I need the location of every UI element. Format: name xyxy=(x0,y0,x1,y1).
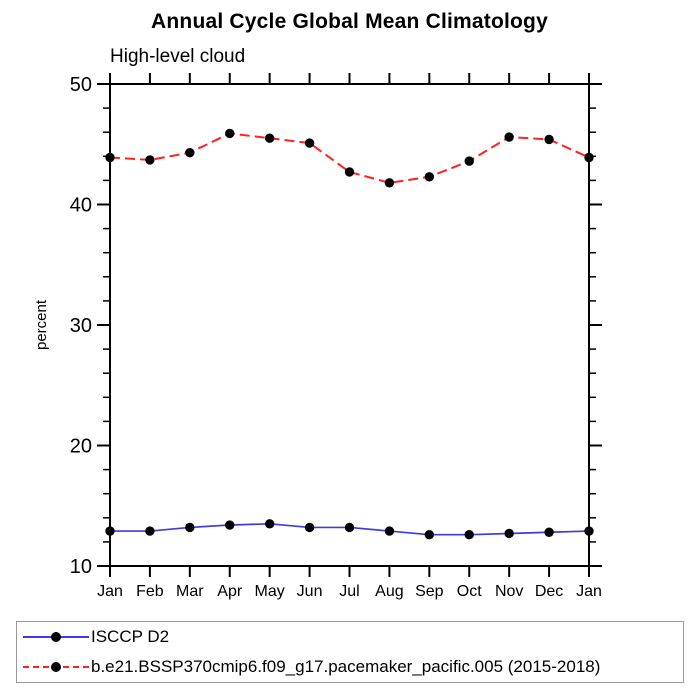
y-axis-label: percent xyxy=(33,299,50,350)
x-tick-label: Sep xyxy=(415,583,444,600)
data-point xyxy=(424,172,435,182)
marker-dot-icon xyxy=(51,662,61,672)
x-tick-label: Mar xyxy=(176,583,204,600)
data-point xyxy=(145,155,155,165)
y-tick-label: 50 xyxy=(70,74,92,96)
legend-label: ISCCP D2 xyxy=(91,627,170,646)
plot-frame xyxy=(109,83,590,567)
data-point xyxy=(584,152,594,163)
x-tick-label: May xyxy=(255,583,285,600)
data-point xyxy=(424,529,435,540)
data-point xyxy=(304,522,315,533)
data-point xyxy=(544,527,554,537)
x-tick-label: Dec xyxy=(535,583,563,600)
legend-entry-model: b.e21.BSSP370cmip6.f09_g17.pacemaker_pac… xyxy=(17,654,683,680)
data-point xyxy=(584,526,594,536)
data-point xyxy=(185,147,195,158)
x-tick-label: Nov xyxy=(495,583,523,600)
y-tick-label: 30 xyxy=(70,315,92,337)
data-point xyxy=(225,520,235,530)
data-point xyxy=(105,526,115,536)
data-point xyxy=(344,167,355,177)
chart-subtitle: High-level cloud xyxy=(110,46,246,67)
data-point xyxy=(344,522,355,533)
x-tick-label: Oct xyxy=(457,583,482,600)
y-tick-label: 20 xyxy=(70,436,92,458)
data-point xyxy=(504,528,514,539)
x-tick-label: Aug xyxy=(375,583,403,600)
data-point xyxy=(384,526,395,536)
data-point xyxy=(225,128,235,139)
x-tick-label: Jan xyxy=(576,583,602,600)
data-point xyxy=(304,138,315,148)
data-point xyxy=(384,178,395,188)
x-tick-label: Apr xyxy=(217,583,243,600)
data-point xyxy=(145,526,155,536)
data-point xyxy=(544,134,554,145)
data-point xyxy=(464,156,474,166)
x-tick-label: Jun xyxy=(297,583,323,600)
y-tick-label: 40 xyxy=(70,195,92,217)
x-tick-label: Feb xyxy=(136,583,164,600)
x-tick-label: Jul xyxy=(339,583,359,600)
data-point xyxy=(504,132,514,142)
data-point xyxy=(105,152,115,163)
data-point xyxy=(264,133,275,143)
data-point xyxy=(185,522,195,533)
chart-title: Annual Cycle Global Mean Climatology xyxy=(151,10,548,33)
y-tick-label: 10 xyxy=(70,556,92,578)
marker-dot-icon xyxy=(51,632,61,642)
legend: ISCCP D2 b.e21.BSSP370cmip6.f09_g17.pace… xyxy=(16,621,684,683)
data-point xyxy=(264,519,275,529)
data-point xyxy=(464,529,474,540)
x-tick-label: Jan xyxy=(97,583,123,600)
legend-label: b.e21.BSSP370cmip6.f09_g17.pacemaker_pac… xyxy=(91,657,601,676)
legend-entry-isccp: ISCCP D2 xyxy=(17,624,683,650)
